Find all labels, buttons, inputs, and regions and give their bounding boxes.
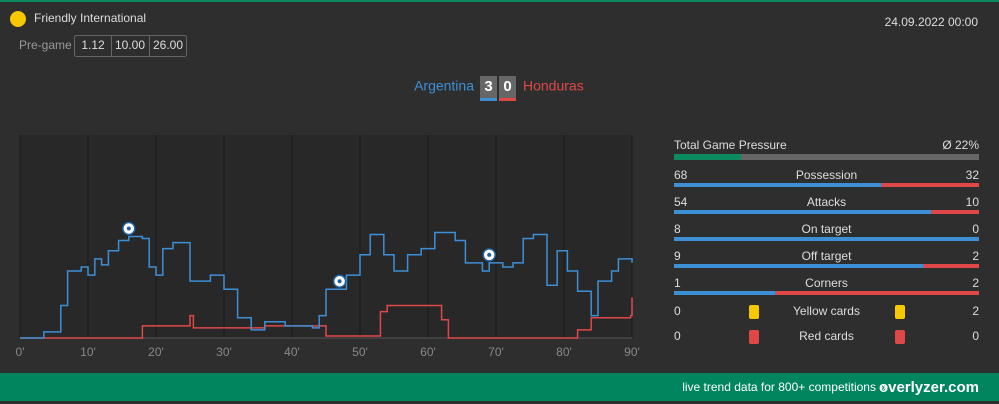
stat-bar-home xyxy=(674,210,932,214)
x-tick-label: 80' xyxy=(556,345,572,359)
home-team: Argentina xyxy=(414,78,474,94)
card-icon xyxy=(895,330,905,344)
odds-box xyxy=(74,35,187,57)
card-icon xyxy=(749,330,759,344)
card-label: Red cards xyxy=(799,329,854,343)
stat-bar-away xyxy=(923,264,979,268)
pressure-value: Ø 22% xyxy=(942,138,979,152)
stat-bar-home xyxy=(674,291,776,295)
away-score: 0 xyxy=(503,78,511,95)
x-tick-label: 60' xyxy=(420,345,436,359)
stat-away: 0 xyxy=(972,222,979,236)
stat-label: Corners xyxy=(805,276,848,290)
card-home: 0 xyxy=(674,329,681,343)
stat-away: 32 xyxy=(966,168,980,182)
stat-away: 2 xyxy=(972,276,979,290)
card-away: 0 xyxy=(972,329,979,343)
competition: Friendly International xyxy=(34,11,146,25)
pressure-bar xyxy=(674,154,742,160)
pressure-label: Total Game Pressure xyxy=(674,138,787,152)
stat-bar-away xyxy=(931,210,979,214)
stat-bar-away xyxy=(881,183,979,187)
footer-text: live trend data for 800+ competitions » xyxy=(682,380,886,394)
stat-home: 8 xyxy=(674,222,681,236)
stat-bar-home xyxy=(674,183,882,187)
date: 24.09.2022 00:00 xyxy=(885,15,979,29)
stat-label: Off target xyxy=(802,249,852,263)
stat-away: 10 xyxy=(966,195,980,209)
competition-icon xyxy=(10,11,26,27)
card-away: 2 xyxy=(972,304,979,318)
card-icon xyxy=(895,305,905,319)
goal-icon-center xyxy=(126,226,131,231)
score-underline xyxy=(499,98,516,101)
home-score: 3 xyxy=(484,78,492,95)
goal-icon-center xyxy=(487,252,492,257)
score-box xyxy=(480,76,497,100)
pressure-line xyxy=(20,231,633,339)
card-home: 0 xyxy=(674,304,681,318)
top-border xyxy=(0,0,999,2)
odds: 26.00 xyxy=(153,38,183,52)
stat-bar-home xyxy=(674,237,979,241)
x-tick-label: 0' xyxy=(16,345,25,359)
stat-home: 68 xyxy=(674,168,688,182)
odds: 10.00 xyxy=(115,38,145,52)
stat-label: On target xyxy=(801,222,852,236)
score-underline xyxy=(480,98,497,101)
x-tick-label: 90' xyxy=(624,345,640,359)
stat-label: Attacks xyxy=(807,195,846,209)
pregame-label: Pre-game xyxy=(19,38,72,52)
x-tick-label: 70' xyxy=(488,345,504,359)
x-tick-label: 50' xyxy=(352,345,368,359)
stat-home: 54 xyxy=(674,195,688,209)
stat-home: 1 xyxy=(674,276,681,290)
x-tick-label: 10' xyxy=(80,345,96,359)
stat-away: 2 xyxy=(972,249,979,263)
stat-bar-away xyxy=(775,291,979,295)
stat-home: 9 xyxy=(674,249,681,263)
card-icon xyxy=(749,305,759,319)
x-tick-label: 40' xyxy=(284,345,300,359)
away-team: Honduras xyxy=(523,78,584,94)
x-tick-label: 20' xyxy=(148,345,164,359)
footer xyxy=(0,373,999,401)
goal-icon-center xyxy=(337,279,342,284)
stat-label: Possession xyxy=(796,168,857,182)
score-box xyxy=(499,76,516,100)
footer-brand: overlyzer.com xyxy=(879,379,979,396)
pressure-line xyxy=(20,297,633,339)
stat-bar-home xyxy=(674,264,924,268)
card-label: Yellow cards xyxy=(793,304,860,318)
x-tick-label: 30' xyxy=(216,345,232,359)
odds: 1.12 xyxy=(81,38,105,52)
pressure-track xyxy=(674,154,979,160)
